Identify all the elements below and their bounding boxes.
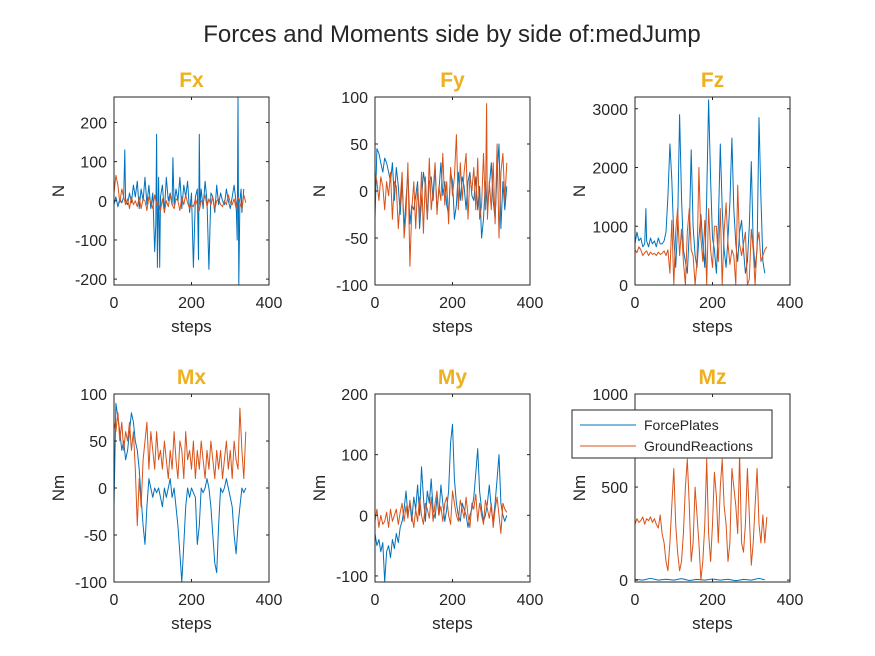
subplot-fy: 0 200 400 -100 -50 0 50 100 Fy steps N [310,69,543,336]
x-axis-label-fx: steps [171,317,212,336]
x-axis-label-fy: steps [432,317,473,336]
y-axis-label-my: Nm [310,475,329,501]
y-tick-label-fz-3000: 3000 [592,102,628,119]
legend-box [571,409,773,459]
y-tick-label-fx-0: 0 [98,194,107,211]
subplot-mx: 0 200 400 -100 -50 0 50 100 Mx steps Nm [49,366,282,633]
x-tick-label-fz-200: 200 [699,295,726,312]
y-tick-label-mz-0: 0 [619,573,628,590]
series-line-fy-groundreactions [375,103,508,267]
y-tick-label-mx-0: 0 [98,481,107,498]
y-tick-label-fy-50: 50 [350,137,368,154]
series-line-mx-groundreactions [114,407,247,527]
x-tick-label-fy-200: 200 [439,295,466,312]
x-tick-label-fy-400: 400 [517,295,544,312]
subplot-mz: 0 200 400 0 500 1000 Mz steps Nm [570,366,803,633]
y-tick-label-my--100: -100 [336,569,368,586]
y-tick-label-my-100: 100 [341,448,368,465]
x-axis-label-mx: steps [171,614,212,633]
series-line-my-groundreactions [375,490,508,534]
x-tick-label-fx-0: 0 [110,295,119,312]
legend: ForcePlates GroundReactions [571,409,773,459]
y-tick-label-fz-1000: 1000 [592,219,628,236]
subplot-fz: 0 200 400 0 1000 2000 3000 Fz steps N [570,69,803,336]
x-tick-label-mx-400: 400 [256,592,283,609]
y-tick-label-fy-100: 100 [341,90,368,107]
subplot-title-fx: Fx [179,69,204,92]
x-tick-label-fz-0: 0 [631,295,640,312]
x-tick-label-fx-400: 400 [256,295,283,312]
y-axis-label-mz: Nm [570,475,589,501]
x-tick-label-my-200: 200 [439,592,466,609]
x-tick-label-mz-0: 0 [631,592,640,609]
y-tick-label-mz-1000: 1000 [592,387,628,404]
y-tick-label-fy--100: -100 [336,278,368,295]
y-tick-label-fx-100: 100 [80,155,107,172]
y-tick-label-mz-500: 500 [601,480,628,497]
series-line-fz-groundreactions [635,167,768,285]
x-tick-label-mz-200: 200 [699,592,726,609]
y-tick-label-my-0: 0 [359,508,368,525]
figure-title: Forces and Moments side by side of:medJu… [203,21,701,48]
subplot-title-fy: Fy [440,69,465,92]
x-axis-label-mz: steps [692,614,733,633]
y-tick-label-mx--50: -50 [84,528,107,545]
subplot-fx: 0 200 400 -200 -100 0 100 200 Fx steps N [49,69,282,336]
y-tick-label-mx--100: -100 [75,575,107,592]
legend-label-groundreactions: GroundReactions [644,438,753,454]
x-axis-label-my: steps [432,614,473,633]
y-axis-label-fx: N [49,185,68,197]
subplot-title-mz: Mz [699,366,727,389]
subplot-title-my: My [438,366,467,389]
x-tick-label-my-400: 400 [517,592,544,609]
subplot-title-fz: Fz [701,69,724,92]
series-line-mx-forceplates [114,402,247,582]
y-tick-label-fy--50: -50 [345,231,368,248]
y-tick-label-fx--200: -200 [75,272,107,289]
x-tick-label-fx-200: 200 [178,295,205,312]
axes-background-fx [114,97,269,285]
y-tick-label-fx--100: -100 [75,233,107,250]
legend-label-forceplates: ForcePlates [644,417,719,433]
x-tick-label-fy-0: 0 [371,295,380,312]
y-tick-label-fz-2000: 2000 [592,161,628,178]
y-tick-label-my-200: 200 [341,387,368,404]
y-axis-label-mx: Nm [49,475,68,501]
y-tick-label-mx-50: 50 [89,434,107,451]
series-line-fx-groundreactions [114,174,247,213]
y-tick-label-fz-0: 0 [619,278,628,295]
x-tick-label-mx-0: 0 [110,592,119,609]
x-tick-label-mx-200: 200 [178,592,205,609]
x-tick-label-my-0: 0 [371,592,380,609]
series-line-my-forceplates [375,423,508,582]
y-tick-label-fx-200: 200 [80,115,107,132]
y-axis-label-fz: N [570,185,589,197]
y-tick-label-mx-100: 100 [80,387,107,404]
axes-background-my [375,394,530,582]
x-tick-label-mz-400: 400 [777,592,804,609]
y-tick-label-fy-0: 0 [359,184,368,201]
series-line-mz-groundreactions [635,453,768,581]
series-line-fz-forceplates [635,99,766,274]
x-tick-label-fz-400: 400 [777,295,804,312]
subplot-title-mx: Mx [177,366,206,389]
y-axis-label-fy: N [310,185,329,197]
x-axis-label-fz: steps [692,317,733,336]
